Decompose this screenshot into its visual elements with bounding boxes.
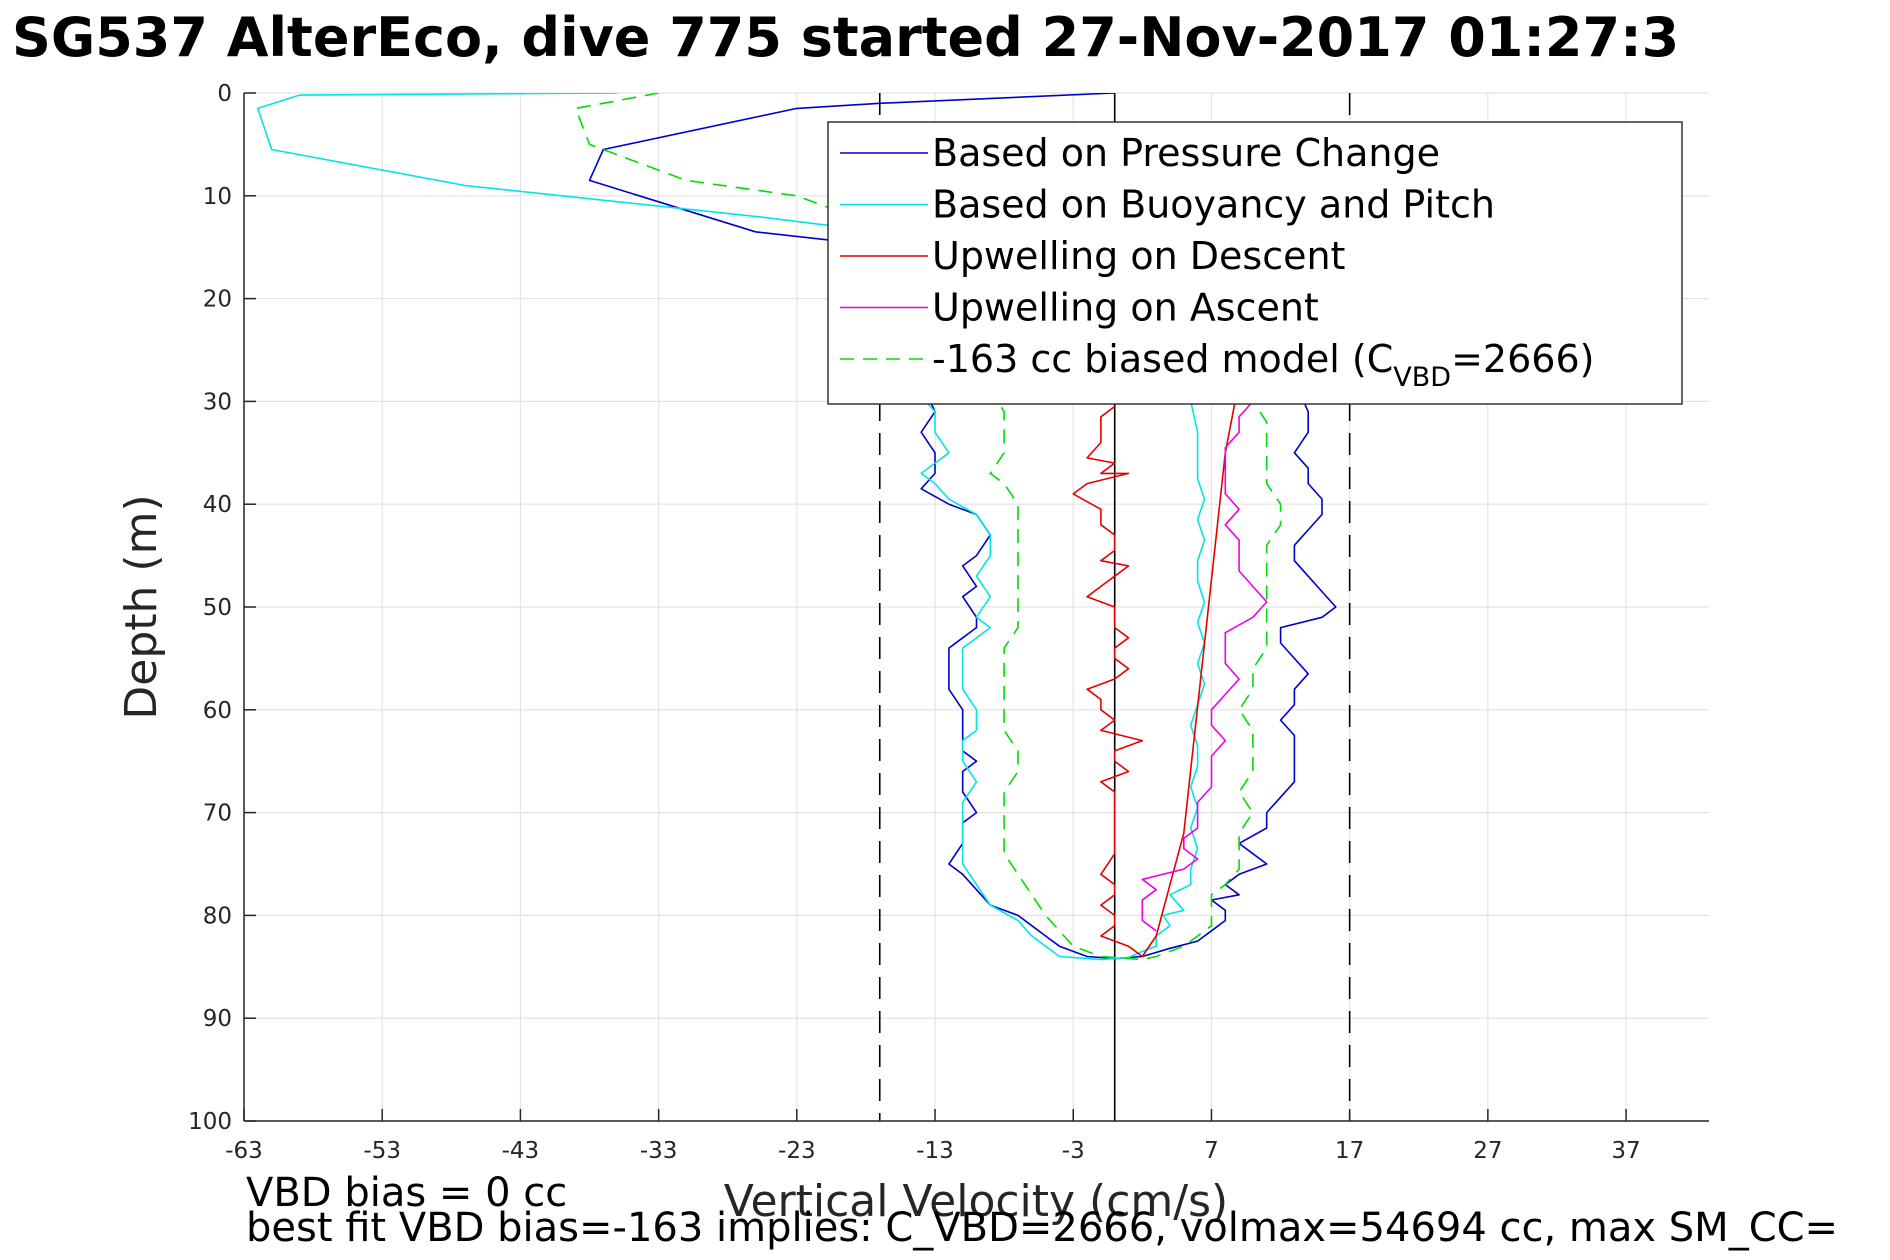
- x-tick-label: -33: [640, 1138, 678, 1164]
- x-tick-label: 37: [1611, 1138, 1640, 1164]
- axis-ticks: -63 -53 -43 -33 -23 -13 -3 7 17 27 37 0 10 20 30 40 50 60…: [188, 81, 1641, 1164]
- x-tick-label: 7: [1204, 1138, 1219, 1164]
- series-lines: [256, 93, 1337, 961]
- footer-vbd-bias: VBD bias = 0 cc: [246, 1170, 568, 1216]
- y-tick-label: 0: [217, 81, 232, 107]
- y-tick-label: 60: [203, 698, 232, 724]
- legend-label-upwelling-on-ascent: Upwelling on Ascent: [932, 286, 1319, 330]
- legend-box: [827, 121, 1683, 405]
- x-tick-label: -63: [225, 1138, 263, 1164]
- y-tick-label: 100: [188, 1109, 232, 1135]
- y-tick-label: 30: [203, 389, 232, 415]
- series-line-upwelling-on-descent: [1072, 380, 1240, 958]
- x-tick-label: -53: [363, 1138, 401, 1164]
- x-tick-label: 27: [1473, 1138, 1502, 1164]
- y-tick-label: 80: [203, 903, 232, 929]
- x-tick-label: -43: [502, 1138, 540, 1164]
- legend-label-based-on-buoyancy-and-pitch: Based on Buoyancy and Pitch: [932, 183, 1495, 227]
- legend-label-upwelling-on-descent: Upwelling on Descent: [932, 234, 1345, 278]
- y-tick-label: 70: [203, 801, 232, 827]
- series-line-based-on-buoyancy-and-pitch: [256, 93, 1206, 961]
- legend: Based on Pressure Change Based on Buoyanc…: [827, 121, 1683, 405]
- series-line-upwelling-on-ascent: [1141, 400, 1268, 932]
- x-tick-label: -23: [778, 1138, 816, 1164]
- y-tick-label: 10: [203, 184, 232, 210]
- chart-title: SG537 AlterEco, dive 775 started 27-Nov-…: [12, 6, 1680, 69]
- x-tick-label: 17: [1335, 1138, 1364, 1164]
- y-tick-label: 50: [203, 595, 232, 621]
- series-line-163-cc-biased-model-c-vbd-2666: [574, 93, 1282, 961]
- x-tick-label: -13: [916, 1138, 954, 1164]
- x-axis-label: Vertical Velocity (cm/s): [724, 1176, 1228, 1227]
- y-axis-label: Depth (m): [116, 494, 167, 719]
- legend-label-163-cc-biased-model-c-vbd-2666: -163 cc biased model (CVBD=2666): [932, 337, 1594, 393]
- y-tick-label: 20: [203, 287, 232, 313]
- y-tick-label: 90: [203, 1006, 232, 1032]
- legend-label-based-on-pressure-change: Based on Pressure Change: [932, 131, 1440, 175]
- footer-best-fit: best fit VBD bias=-163 implies: C_VBD=26…: [246, 1205, 1839, 1251]
- y-tick-label: 40: [203, 492, 232, 518]
- x-tick-label: -3: [1062, 1138, 1085, 1164]
